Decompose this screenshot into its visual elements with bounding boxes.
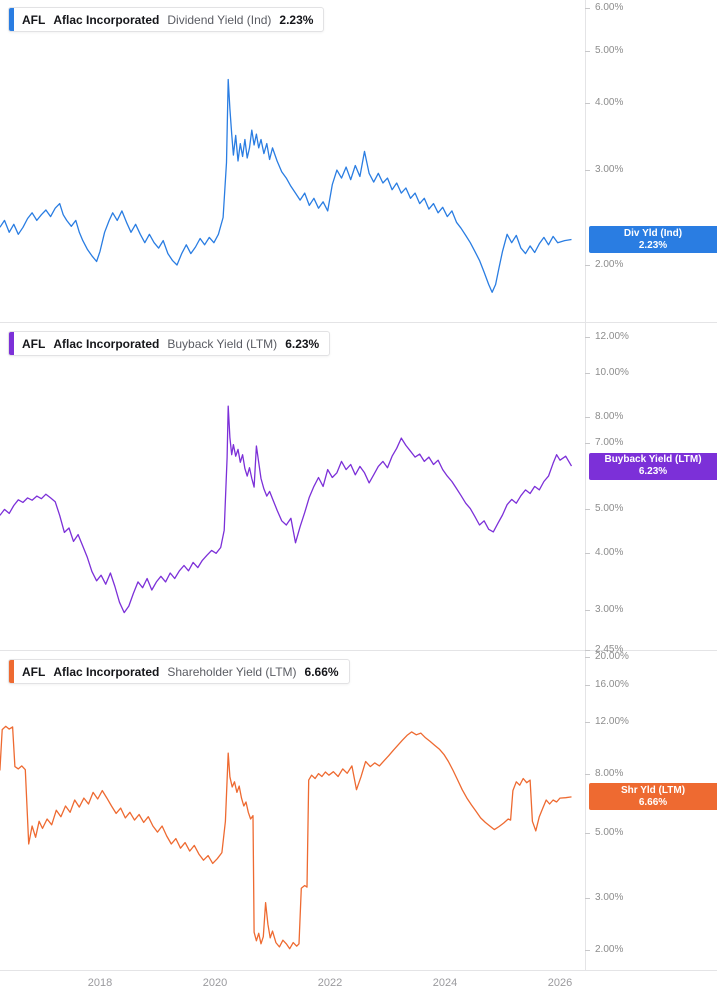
- series-color-bar: [9, 8, 14, 31]
- panel-divider-2: [0, 650, 717, 651]
- company-name: Aflac Incorporated: [53, 12, 160, 27]
- metric-value: 6.23%: [285, 336, 320, 351]
- ticker: AFL: [22, 664, 46, 679]
- buyback-yield-line: [0, 405, 573, 614]
- metric-name: Buyback Yield (LTM): [167, 336, 278, 351]
- company-name: Aflac Incorporated: [53, 336, 160, 351]
- legend-content: AFL Aflac Incorporated Buyback Yield (LT…: [14, 332, 329, 355]
- badge-value: 6.66%: [638, 796, 668, 808]
- metric-value: 6.66%: [304, 664, 339, 679]
- x-axis-line: [0, 970, 717, 971]
- badge-label: Div Yld (Ind): [623, 227, 683, 239]
- badge-label: Buyback Yield (LTM): [604, 454, 702, 466]
- badge-label: Shr Yld (LTM): [620, 784, 686, 796]
- legend-content: AFL Aflac Incorporated Shareholder Yield…: [14, 660, 349, 683]
- axis-value-badge-div-yld: Div Yld (Ind) 2.23%: [589, 226, 717, 254]
- dividend-yield-line: [0, 78, 572, 293]
- ticker: AFL: [22, 336, 46, 351]
- legend-dividend-yield[interactable]: AFL Aflac Incorporated Dividend Yield (I…: [8, 7, 325, 32]
- series-color-bar: [9, 332, 14, 355]
- axis-value-badge-buyback-yld: Buyback Yield (LTM) 6.23%: [589, 452, 717, 480]
- metric-name: Dividend Yield (Ind): [167, 12, 272, 27]
- axis-value-badge-shr-yld: Shr Yld (LTM) 6.66%: [589, 783, 717, 811]
- metric-value: 2.23%: [279, 12, 314, 27]
- legend-buyback-yield[interactable]: AFL Aflac Incorporated Buyback Yield (LT…: [8, 331, 331, 356]
- company-name: Aflac Incorporated: [53, 664, 160, 679]
- badge-value: 2.23%: [638, 239, 668, 251]
- ticker: AFL: [22, 12, 46, 27]
- series-color-bar: [9, 660, 14, 683]
- legend-content: AFL Aflac Incorporated Dividend Yield (I…: [14, 8, 323, 31]
- legend-shareholder-yield[interactable]: AFL Aflac Incorporated Shareholder Yield…: [8, 659, 350, 684]
- metric-name: Shareholder Yield (LTM): [167, 664, 297, 679]
- badge-value: 6.23%: [638, 466, 668, 478]
- panel-divider-1: [0, 322, 717, 323]
- shareholder-yield-line: [0, 725, 572, 950]
- y-axis-line: [585, 0, 586, 970]
